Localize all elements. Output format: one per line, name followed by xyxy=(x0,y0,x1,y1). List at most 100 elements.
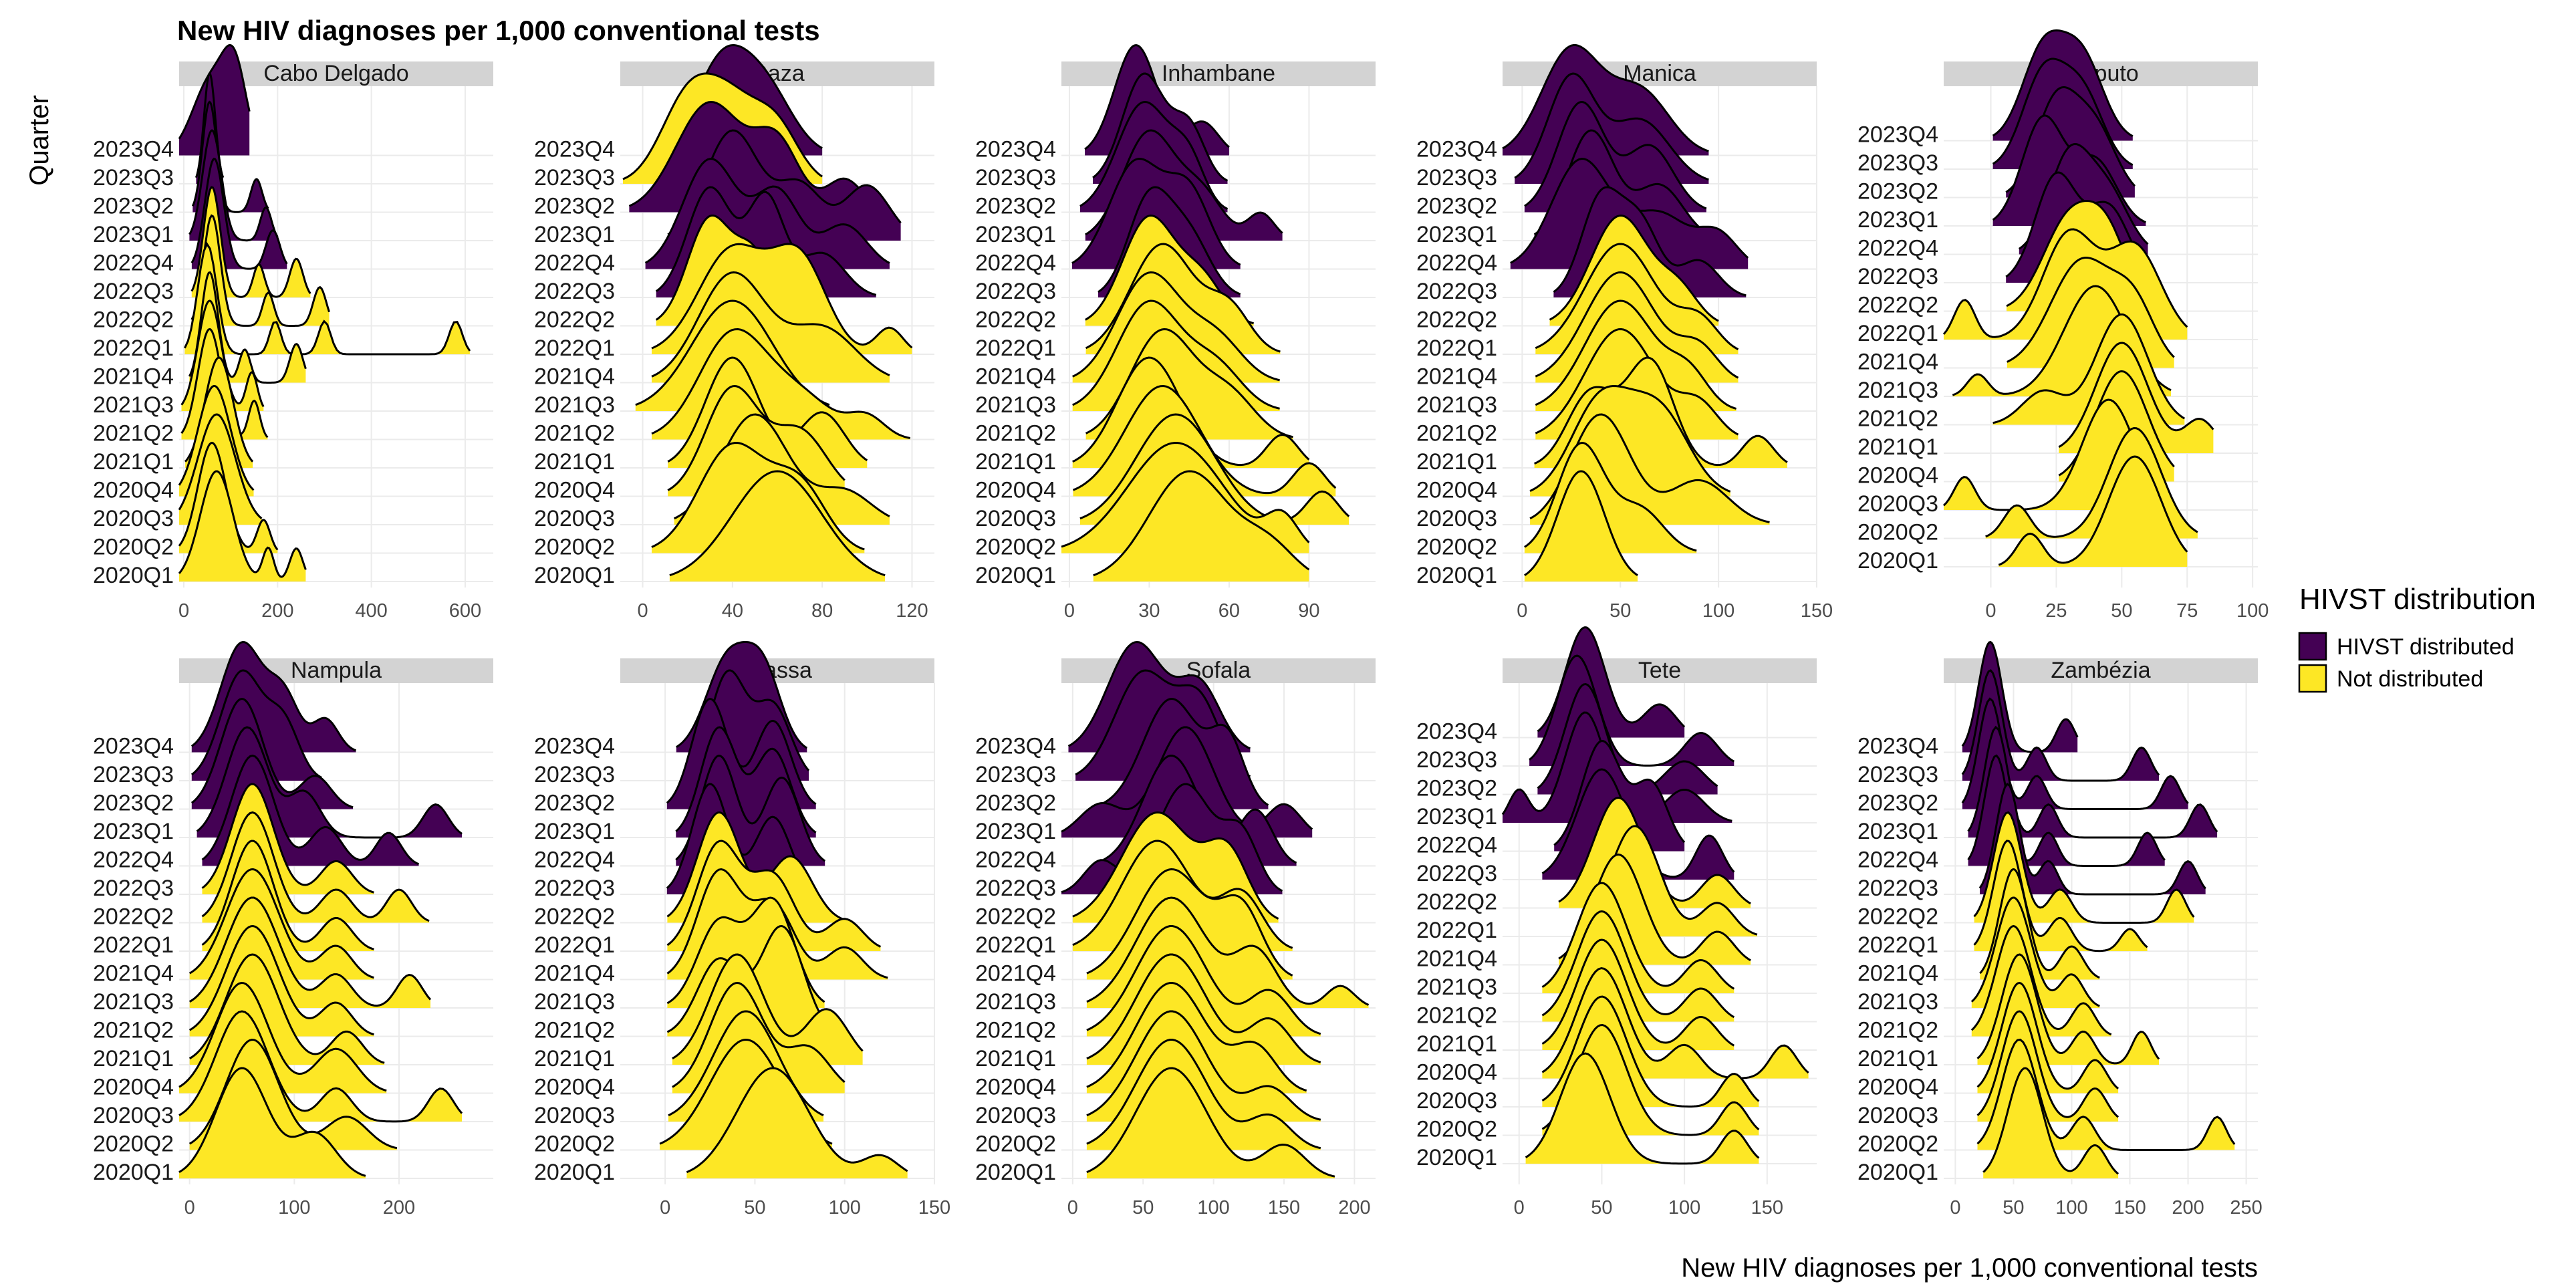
ridge-line-2022q2 xyxy=(201,811,430,922)
ridge-line-2022q3 xyxy=(1553,186,1747,297)
ridge-line-2021q4 xyxy=(188,868,374,979)
y-tick-label: 2023Q1 xyxy=(1416,222,1497,247)
ridge-line-2021q4 xyxy=(1535,271,1739,379)
y-tick-label: 2021Q3 xyxy=(93,392,174,418)
y-tick-label: 2021Q2 xyxy=(1857,1018,1938,1043)
ridge-line-2022q3 xyxy=(655,186,877,296)
ridge-line-2021q4 xyxy=(651,271,890,378)
y-tick-label: 2023Q2 xyxy=(1416,194,1497,219)
y-tick-label: 2023Q2 xyxy=(534,194,615,219)
x-tick-label: 40 xyxy=(722,600,743,622)
ridge-line-2020q3 xyxy=(1976,1010,2119,1118)
facet-title: Cabo Delgado xyxy=(263,61,408,86)
y-tick-label: 2022Q4 xyxy=(975,848,1056,873)
x-tick-label: 50 xyxy=(1132,1197,1154,1218)
ridge-line-2022q3 xyxy=(190,186,311,298)
y-tick-label: 2020Q2 xyxy=(975,535,1056,560)
y-tick-label: 2021Q2 xyxy=(1416,421,1497,446)
y-tick-label: 2021Q1 xyxy=(534,449,615,475)
x-tick-label: 80 xyxy=(811,600,833,622)
chart-title: New HIV diagnoses per 1,000 conventional… xyxy=(177,15,820,46)
y-tick-label: 2022Q2 xyxy=(975,307,1056,333)
legend-label-not-distributed: Not distributed xyxy=(2337,666,2483,692)
ridge-line-2020q1 xyxy=(178,1067,366,1177)
ridge-line-2020q1 xyxy=(1998,455,2188,566)
y-tick-label: 2023Q3 xyxy=(534,165,615,190)
ridge-line-2023q4 xyxy=(676,641,808,749)
ridge-line-2022q1 xyxy=(1072,840,1293,949)
y-tick-label: 2021Q2 xyxy=(534,421,615,446)
x-tick-label: 0 xyxy=(638,600,648,622)
facet-strip xyxy=(620,658,934,683)
y-tick-label: 2021Q4 xyxy=(534,961,615,987)
x-tick-label: 0 xyxy=(1985,600,1996,622)
y-tick-label: 2020Q3 xyxy=(1857,1103,1938,1128)
ridge-line-2020q2 xyxy=(1086,1039,1321,1150)
ridge-line-2020q1 xyxy=(1093,470,1310,577)
ridge-line-2021q2 xyxy=(1541,910,1735,1019)
ridge-line-2021q3 xyxy=(1072,299,1280,410)
ridge-line-2022q3 xyxy=(1098,186,1241,295)
ridge-line-2020q1 xyxy=(1086,1067,1335,1178)
y-tick-label: 2020Q2 xyxy=(1416,1117,1497,1142)
x-tick-label: 0 xyxy=(184,1197,195,1218)
ridge-line-2021q1 xyxy=(1086,953,1321,1063)
y-tick-label: 2023Q3 xyxy=(975,762,1056,787)
legend-swatch-hivst xyxy=(2298,632,2327,661)
ridge-line-2020q4 xyxy=(178,385,255,491)
y-tick-label: 2023Q3 xyxy=(1416,747,1497,773)
ridge-line-2022q4 xyxy=(1967,754,2166,867)
y-tick-label: 2020Q3 xyxy=(1416,506,1497,531)
ridge-line-2023q1 xyxy=(196,726,463,839)
y-tick-label: 2020Q3 xyxy=(975,1103,1056,1128)
y-tick-label: 2021Q1 xyxy=(534,1046,615,1071)
y-tick-label: 2022Q1 xyxy=(1857,321,1938,346)
y-tick-label: 2022Q2 xyxy=(975,904,1056,930)
ridge-line-2021q3 xyxy=(1970,896,2100,1007)
y-tick-label: 2021Q3 xyxy=(975,989,1056,1015)
facet-niassa: Niassa2020Q12020Q22020Q32020Q42021Q12021… xyxy=(534,641,950,1218)
y-tick-label: 2020Q4 xyxy=(1416,478,1497,503)
y-tick-label: 2020Q3 xyxy=(1857,491,1938,517)
legend-label-hivst: HIVST distributed xyxy=(2337,634,2515,660)
ridge-line-2023q4 xyxy=(1961,640,2079,753)
ridge-line-2021q4 xyxy=(188,271,307,384)
ridge-line-2022q4 xyxy=(1553,739,1686,846)
ridge-line-2022q1 xyxy=(1973,840,2148,952)
y-tick-label: 2021Q3 xyxy=(1416,975,1497,1000)
y-tick-label: 2021Q1 xyxy=(1857,434,1938,460)
ridge-line-2023q4 xyxy=(1067,640,1251,750)
y-tick-label: 2021Q2 xyxy=(93,421,174,446)
ridge-line-2021q1 xyxy=(1976,953,2160,1065)
y-tick-label: 2023Q2 xyxy=(1857,791,1938,816)
ridge-line-2020q2 xyxy=(1976,1038,2236,1151)
ridge-line-2021q3 xyxy=(1535,299,1737,410)
ridge-fill-2020q1 xyxy=(1525,1053,1759,1164)
y-tick-label: 2021Q3 xyxy=(534,989,615,1015)
ridge-line-2022q1 xyxy=(184,241,471,356)
x-tick-label: 250 xyxy=(2230,1197,2262,1218)
y-tick-label: 2022Q2 xyxy=(93,307,174,333)
ridge-line-2021q4 xyxy=(2007,257,2175,363)
x-tick-label: 400 xyxy=(355,600,387,622)
x-tick-label: 150 xyxy=(1801,600,1833,622)
ridge-line-2022q4 xyxy=(201,754,420,866)
ridge-line-2023q2 xyxy=(1079,100,1229,210)
y-tick-label: 2020Q1 xyxy=(534,1160,615,1185)
y-tick-label: 2023Q3 xyxy=(93,762,174,787)
y-tick-label: 2022Q4 xyxy=(93,251,174,276)
ridge-line-2023q2 xyxy=(190,697,354,809)
ridge-line-2023q2 xyxy=(628,100,868,207)
y-tick-label: 2022Q1 xyxy=(975,932,1056,958)
ridge-line-2020q4 xyxy=(667,384,846,491)
y-tick-label: 2023Q2 xyxy=(93,791,174,816)
y-tick-label: 2021Q4 xyxy=(975,961,1056,987)
y-tick-label: 2022Q4 xyxy=(1416,833,1497,858)
y-tick-label: 2020Q1 xyxy=(1416,563,1497,588)
y-tick-label: 2023Q4 xyxy=(534,137,615,162)
y-tick-label: 2023Q3 xyxy=(93,165,174,190)
ridge-line-2020q2 xyxy=(188,1038,398,1150)
y-tick-label: 2022Q4 xyxy=(1416,251,1497,276)
ridge-line-2021q3 xyxy=(188,896,432,1007)
y-tick-label: 2020Q1 xyxy=(975,1160,1056,1185)
